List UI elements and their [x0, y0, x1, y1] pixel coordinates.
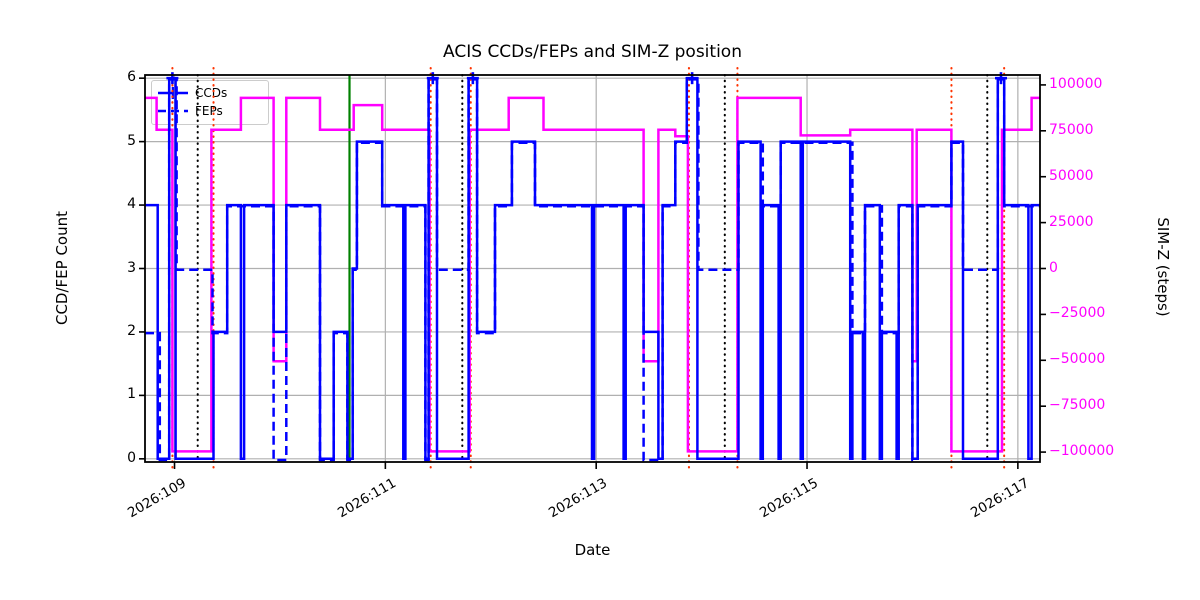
y-tick-label-left: 0 — [127, 449, 136, 466]
y-tick-label-right: 50000 — [1049, 167, 1094, 184]
simz-line — [145, 96, 1040, 453]
x-tick-label: 2026:113 — [546, 475, 611, 522]
legend-label-feps: FEPs — [195, 104, 223, 118]
chart-title: ACIS CCDs/FEPs and SIM-Z position — [443, 42, 742, 62]
y-tick-label-right: −25000 — [1049, 305, 1106, 322]
y-tick-label-left: 5 — [127, 132, 136, 149]
y-tick-label-right: −75000 — [1049, 397, 1106, 414]
y-tick-label-right: −100000 — [1049, 443, 1115, 460]
x-tick-label: 2026:111 — [335, 475, 400, 522]
x-tick-label: 2026:115 — [756, 475, 822, 522]
y-tick-label-left: 4 — [127, 196, 136, 213]
y-tick-label-left: 6 — [127, 69, 136, 86]
ccds-line — [145, 76, 1040, 461]
x-axis-label: Date — [574, 541, 611, 559]
y-tick-label-right: 25000 — [1049, 213, 1094, 230]
y-tick-label-left: 2 — [127, 322, 136, 339]
y-tick-label-left: 3 — [127, 259, 136, 276]
legend-entry-ccds: CCDs — [158, 84, 262, 102]
y-tick-label-right: 0 — [1049, 259, 1058, 276]
y-tick-label-right: 100000 — [1049, 75, 1103, 92]
y-tick-label-left: 1 — [127, 386, 136, 403]
legend-entry-feps: FEPs — [158, 102, 262, 120]
feps-line-sample — [158, 104, 188, 118]
legend-label-ccds: CCDs — [195, 86, 228, 100]
legend-box: CCDs FEPs — [151, 80, 269, 125]
x-tick-label: 2026:109 — [124, 475, 189, 522]
y-tick-label-right: 75000 — [1049, 121, 1094, 138]
y-tick-label-right: −50000 — [1049, 351, 1106, 368]
x-tick-label: 2026:117 — [967, 475, 1032, 522]
